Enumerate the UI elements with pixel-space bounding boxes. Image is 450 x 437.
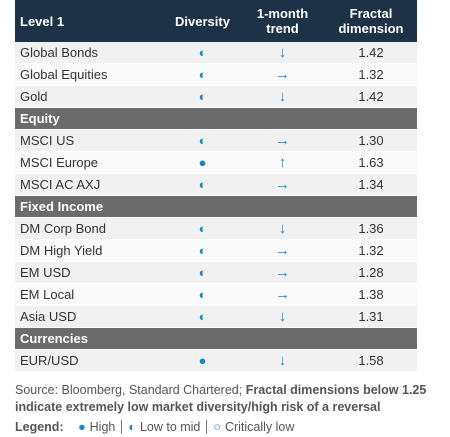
column-header: 1-month trend — [240, 0, 325, 42]
trend-arrow: ↓ — [240, 85, 325, 108]
data-row: Global Equities ◐ → 1.32 — [15, 63, 417, 86]
diversity-icon: ● — [165, 349, 240, 372]
section-title: Fixed Income — [15, 195, 417, 218]
asset-name: Global Bonds — [15, 42, 165, 64]
legend-symbol: ◐ — [128, 420, 136, 434]
data-row: DM High Yield ◐ → 1.32 — [15, 239, 417, 262]
data-row: Asia USD ◐ ↓ 1.31 — [15, 305, 417, 328]
legend-title: Legend: — [15, 420, 64, 434]
column-header: Diversity — [165, 0, 240, 42]
diversity-icon: ◐ — [165, 283, 240, 306]
asset-name: MSCI AC AXJ — [15, 173, 165, 196]
diversity-icon: ◐ — [165, 63, 240, 86]
asset-name: MSCI US — [15, 129, 165, 152]
fractal-dimension: 1.31 — [325, 305, 417, 328]
legend-item: ● High — [72, 420, 121, 434]
diversity-icon: ◐ — [165, 173, 240, 196]
source-note: Source: Bloomberg, Standard Chartered; F… — [15, 382, 435, 416]
trend-arrow: ↓ — [240, 217, 325, 240]
data-row: Gold ◐ ↓ 1.42 — [15, 85, 417, 108]
section-row: Fixed Income — [15, 195, 417, 218]
legend-symbol: ○ — [213, 420, 221, 434]
fractal-dimension: 1.30 — [325, 129, 417, 152]
legend-label: Low to mid — [139, 420, 201, 434]
data-row: MSCI US ◐ → 1.30 — [15, 129, 417, 152]
fractal-dimension: 1.38 — [325, 283, 417, 306]
diversity-icon: ◐ — [165, 42, 240, 64]
source-text: Source: Bloomberg, Standard Chartered; — [15, 383, 243, 397]
data-row: EM Local ◐ → 1.38 — [15, 283, 417, 306]
diversity-icon: ◐ — [165, 217, 240, 240]
source-note-bold: Fractal dimensions below 1.25 indicate e… — [15, 383, 427, 414]
fractal-dimension: 1.63 — [325, 151, 417, 174]
asset-name: EM USD — [15, 261, 165, 284]
fractal-dimension: 1.42 — [325, 42, 417, 64]
trend-arrow: ↑ — [240, 151, 325, 174]
legend-item: ○ Critically low — [206, 420, 301, 434]
section-title: Equity — [15, 107, 417, 130]
table-body: Global Bonds ◐ ↓ 1.42 Global Equities ◐ → 1.32 G… — [15, 42, 417, 372]
section-row: Currencies — [15, 327, 417, 350]
asset-name: Gold — [15, 85, 165, 108]
trend-arrow: → — [240, 173, 325, 196]
fractal-dimension: 1.32 — [325, 239, 417, 262]
fractal-dimension: 1.28 — [325, 261, 417, 284]
diversity-icon: ◐ — [165, 85, 240, 108]
asset-name: Global Equities — [15, 63, 165, 86]
section-row: Equity — [15, 107, 417, 130]
data-row: MSCI AC AXJ ◐ → 1.34 — [15, 173, 417, 196]
column-header: Level 1 — [15, 0, 165, 42]
fractal-table: Level 1 Diversity 1-month trend Fractal dim… — [15, 0, 417, 372]
asset-name: DM High Yield — [15, 239, 165, 262]
diversity-icon: ◐ — [165, 305, 240, 328]
diversity-icon: ◐ — [165, 239, 240, 262]
asset-name: MSCI Europe — [15, 151, 165, 174]
data-row: EUR/USD ● ↓ 1.58 — [15, 349, 417, 372]
asset-name: EUR/USD — [15, 349, 165, 372]
fractal-dimension: 1.34 — [325, 173, 417, 196]
trend-arrow: ↓ — [240, 305, 325, 328]
trend-arrow: ↓ — [240, 42, 325, 64]
trend-arrow: → — [240, 63, 325, 86]
header-row: Level 1 Diversity 1-month trend Fractal dim… — [15, 0, 417, 42]
fractal-dimension: 1.58 — [325, 349, 417, 372]
diversity-icon: ◐ — [165, 261, 240, 284]
trend-arrow: → — [240, 261, 325, 284]
diversity-icon: ◐ — [165, 129, 240, 152]
data-row: Global Bonds ◐ ↓ 1.42 — [15, 42, 417, 64]
data-row: EM USD ◐ → 1.28 — [15, 261, 417, 284]
section-title: Currencies — [15, 327, 417, 350]
legend-label: High — [89, 420, 116, 434]
fractal-dimension: 1.42 — [325, 85, 417, 108]
asset-name: Asia USD — [15, 305, 165, 328]
diversity-icon: ● — [165, 151, 240, 174]
data-row: MSCI Europe ● ↑ 1.63 — [15, 151, 417, 174]
asset-name: EM Local — [15, 283, 165, 306]
trend-arrow: ↓ — [240, 349, 325, 372]
legend: Legend: ● High ◐ Low to mid ○ Critically low — [15, 420, 301, 434]
fractal-dimension: 1.36 — [325, 217, 417, 240]
legend-symbol: ● — [78, 420, 86, 434]
fractal-dimension: 1.32 — [325, 63, 417, 86]
legend-item: ◐ Low to mid — [121, 420, 207, 434]
trend-arrow: → — [240, 283, 325, 306]
asset-name: DM Corp Bond — [15, 217, 165, 240]
column-header: Fractal dimension — [325, 0, 417, 42]
legend-label: Critically low — [224, 420, 295, 434]
trend-arrow: → — [240, 239, 325, 262]
data-row: DM Corp Bond ◐ ↓ 1.36 — [15, 217, 417, 240]
trend-arrow: → — [240, 129, 325, 152]
